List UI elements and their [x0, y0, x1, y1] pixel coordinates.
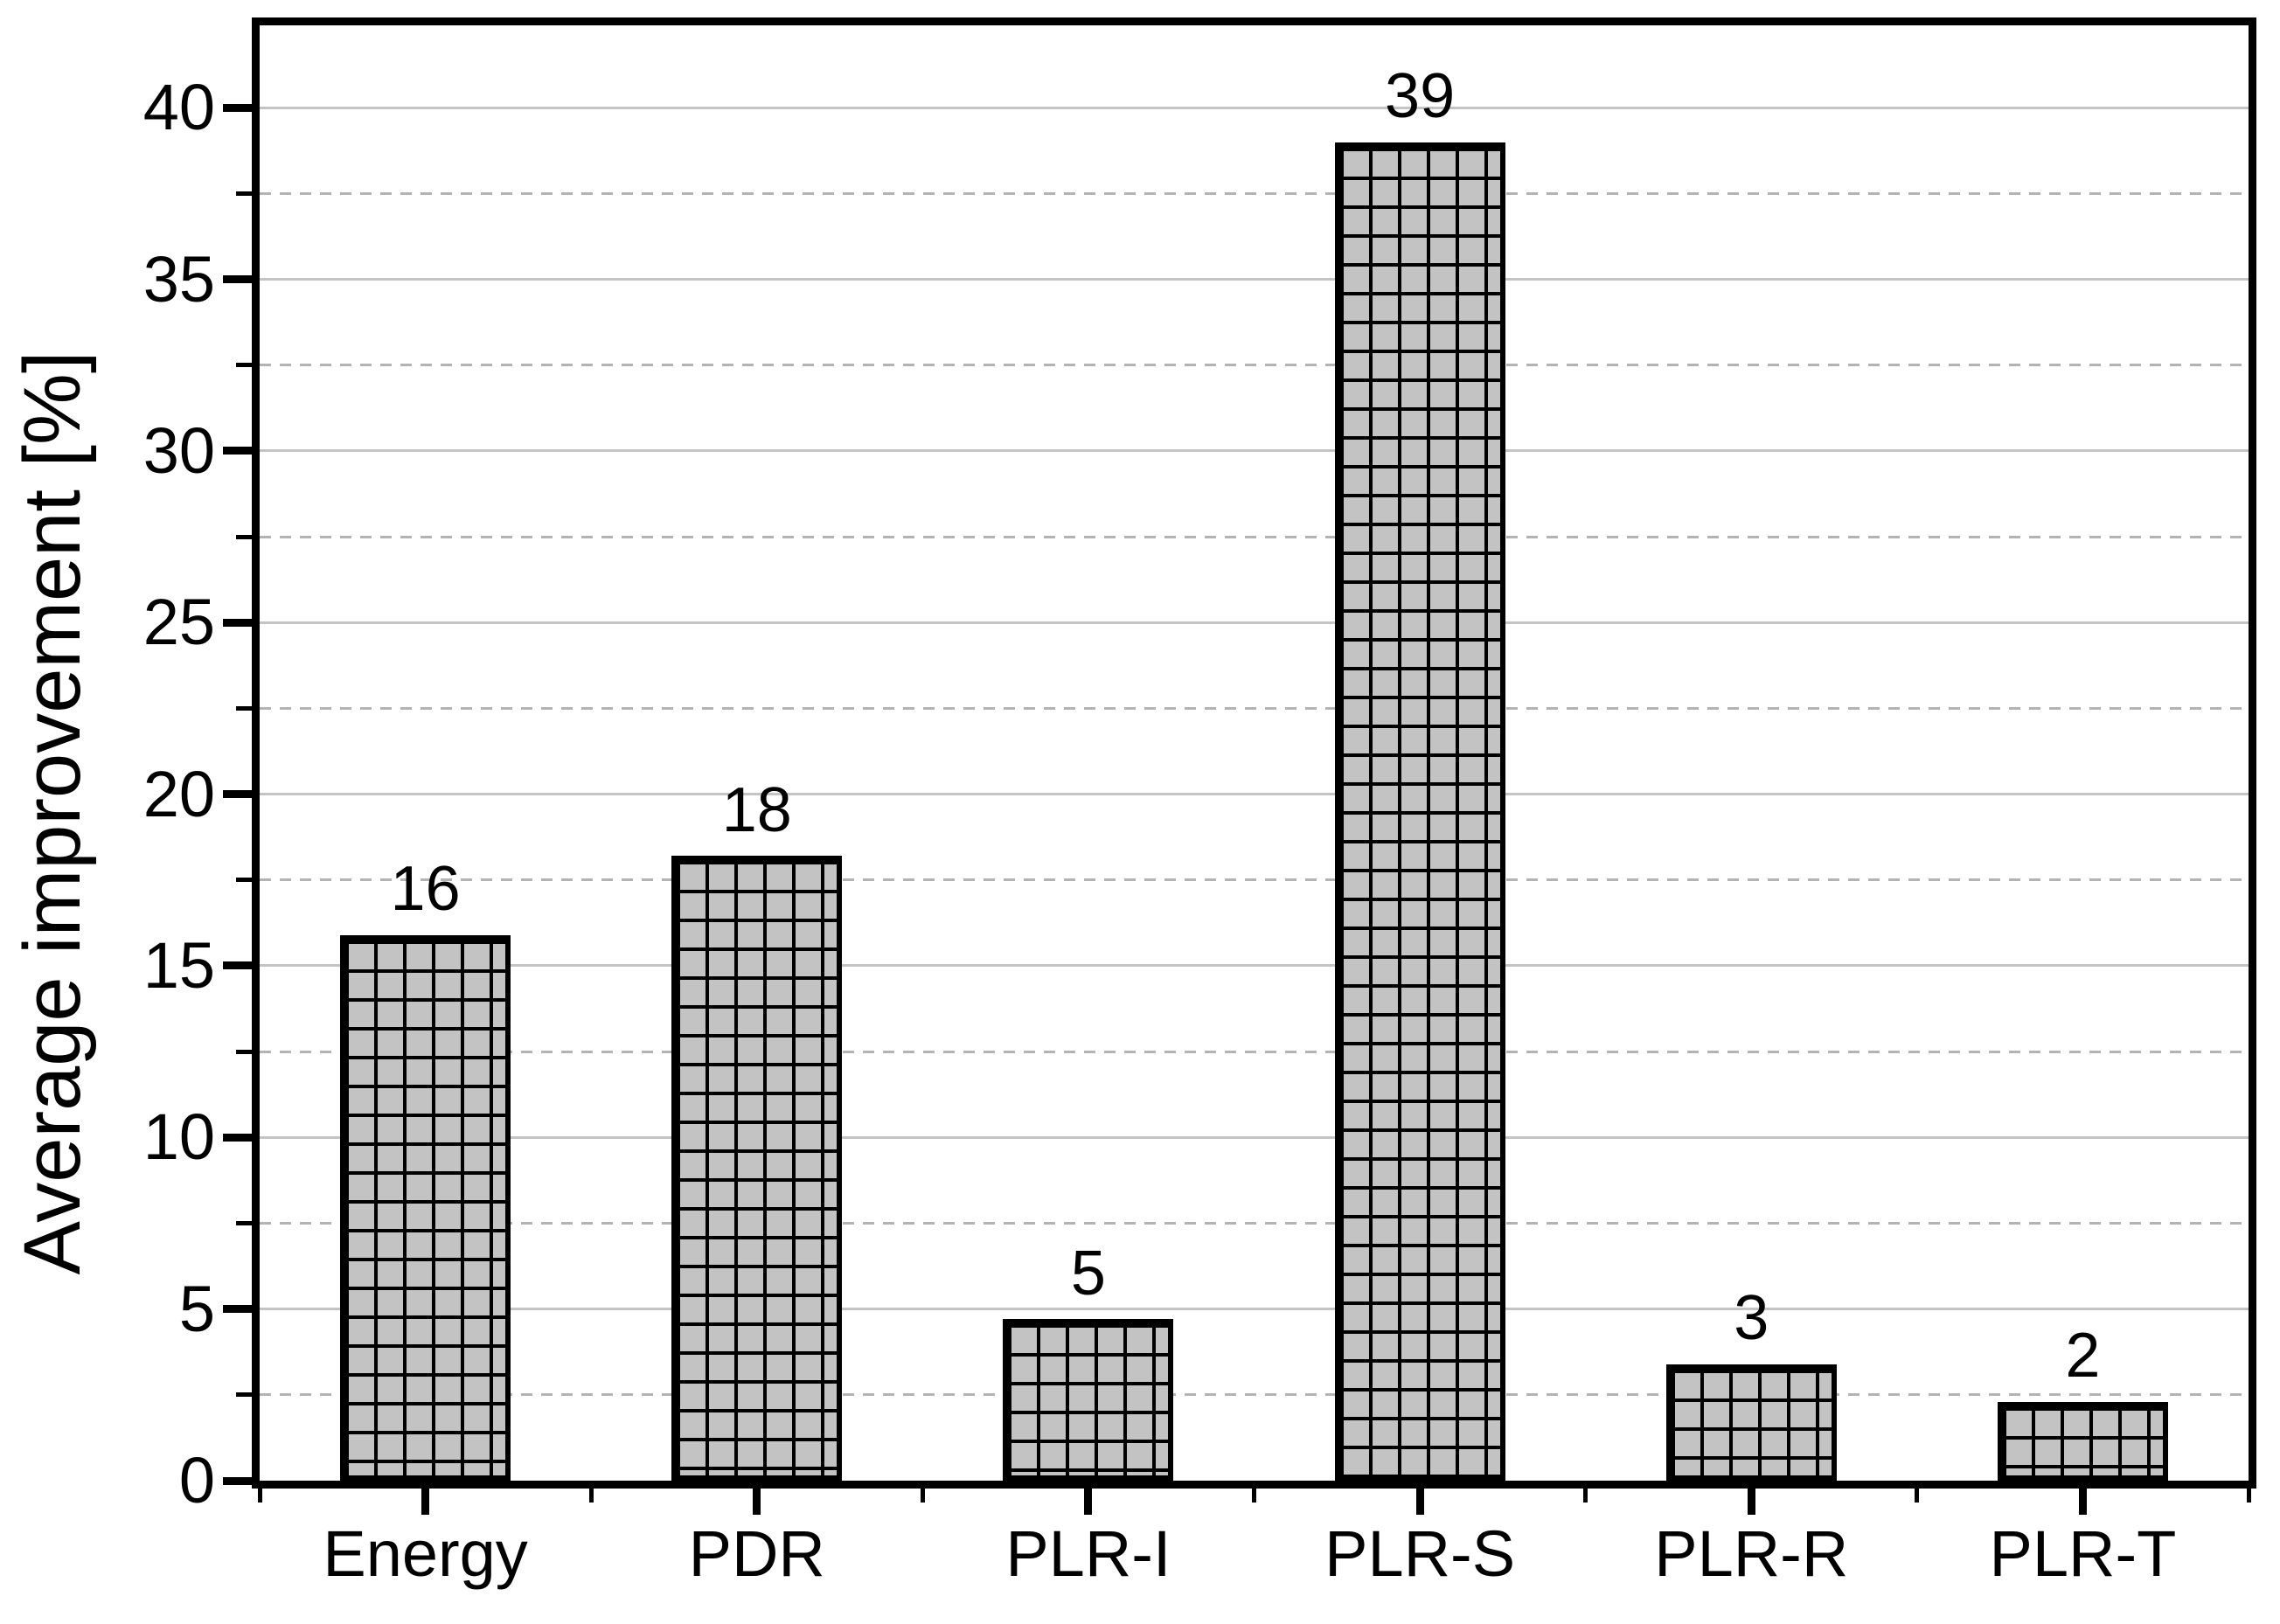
gridline-minor — [260, 1393, 2249, 1397]
bar-plr-r — [1665, 1364, 1837, 1481]
bar-plr-i — [1003, 1319, 1174, 1481]
x-axis-major-tick — [2078, 1489, 2087, 1515]
gridline-minor — [260, 878, 2249, 882]
gridline-minor — [260, 191, 2249, 195]
y-axis-major-tick — [223, 447, 254, 455]
y-axis-minor-tick — [236, 534, 254, 539]
x-axis-label: PLR-S — [1324, 1517, 1516, 1590]
y-axis-tick-label: 35 — [142, 242, 215, 316]
x-axis-major-tick — [1415, 1489, 1424, 1515]
plot-area: 16 18 5 39 3 2 — [260, 25, 2249, 1481]
bar-value-label: 39 — [1385, 60, 1456, 131]
x-axis-minor-tick — [257, 1489, 262, 1503]
bar-energy — [340, 934, 511, 1481]
x-axis-minor-tick — [1915, 1489, 1920, 1503]
bar-pdr — [671, 856, 843, 1481]
x-axis-label: PDR — [688, 1517, 825, 1590]
gridline-major — [260, 449, 2249, 453]
gridline-major — [260, 1135, 2249, 1139]
gridline-minor — [260, 364, 2249, 367]
bar-plr-t — [1997, 1401, 2168, 1481]
bar-value-label: 16 — [390, 854, 461, 925]
y-axis-major-tick — [223, 618, 254, 627]
y-axis-major-tick — [223, 1133, 254, 1142]
x-axis-major-tick — [1084, 1489, 1093, 1515]
y-axis-tick-label: 25 — [142, 586, 215, 659]
y-axis-tick-label: 10 — [142, 1100, 215, 1174]
bar-value-label: 5 — [1070, 1238, 1106, 1308]
x-axis-major-tick — [1747, 1489, 1755, 1515]
y-axis-tick-label: 0 — [178, 1444, 215, 1516]
gridline-major — [260, 621, 2249, 624]
x-axis-major-tick — [753, 1489, 761, 1515]
y-axis-minor-tick — [236, 363, 254, 368]
y-axis-tick-label: 15 — [142, 928, 215, 1002]
x-axis-minor-tick — [1252, 1489, 1256, 1503]
x-axis-minor-tick — [588, 1489, 594, 1503]
gridline-minor — [260, 535, 2249, 538]
bar-value-label: 3 — [1734, 1282, 1769, 1353]
gridline-minor — [260, 1221, 2249, 1225]
y-axis-major-tick — [223, 275, 254, 284]
y-axis-major-tick — [223, 1476, 254, 1485]
gridline-major — [260, 1308, 2249, 1311]
x-axis-minor-tick — [1583, 1489, 1588, 1503]
y-axis-tick-label: 20 — [142, 757, 215, 830]
y-axis-major-tick — [223, 1305, 254, 1314]
plot-frame: 16 18 5 39 3 2 — [252, 17, 2256, 1489]
y-axis-tick-label: 30 — [142, 413, 215, 487]
y-axis-tick-label: 5 — [178, 1272, 215, 1345]
gridline-minor — [260, 1050, 2249, 1053]
y-axis-minor-tick — [236, 878, 254, 883]
x-axis-minor-tick — [2246, 1489, 2251, 1503]
bar-plr-s — [1334, 142, 1505, 1481]
y-axis-major-tick — [223, 103, 254, 112]
y-axis-major-tick — [223, 790, 254, 799]
gridline-major — [260, 964, 2249, 968]
x-axis-label: Energy — [323, 1517, 528, 1590]
x-axis-minor-tick — [920, 1489, 925, 1503]
gridline-major — [260, 278, 2249, 281]
gridline-major — [260, 793, 2249, 796]
x-axis-major-tick — [421, 1489, 430, 1515]
y-axis-major-tick — [223, 961, 254, 970]
y-axis-minor-tick — [236, 1049, 254, 1054]
x-axis-label: PLR-I — [1005, 1517, 1171, 1590]
y-axis-minor-tick — [236, 705, 254, 711]
gridline-minor — [260, 706, 2249, 710]
y-axis-minor-tick — [236, 191, 254, 196]
x-axis-label: PLR-R — [1654, 1517, 1849, 1590]
bar-value-label: 18 — [721, 774, 792, 845]
x-axis-label: PLR-T — [1989, 1517, 2177, 1590]
y-axis-tick-label: 40 — [142, 71, 215, 144]
gridline-major — [260, 106, 2249, 109]
y-axis-minor-tick — [236, 1220, 254, 1225]
y-axis-minor-tick — [236, 1392, 254, 1398]
bar-value-label: 2 — [2065, 1321, 2101, 1392]
